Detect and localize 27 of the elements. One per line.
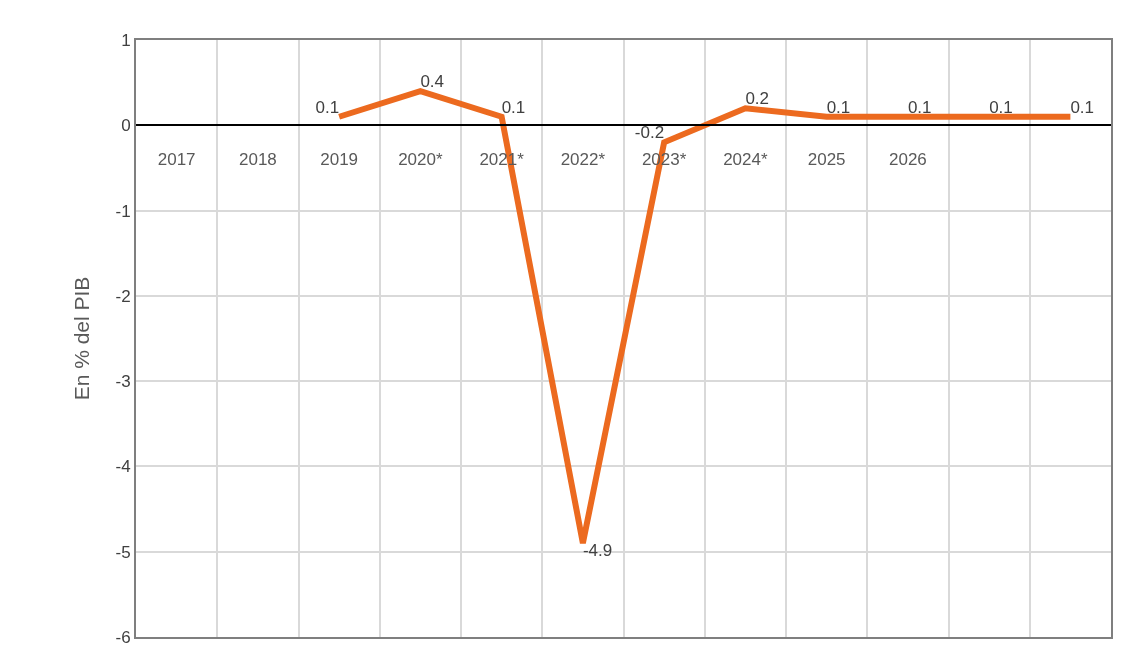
x-tick-label: 2019 <box>320 149 359 169</box>
x-tick-label: 2018 <box>238 149 277 169</box>
data-label: 0.1 <box>989 97 1013 117</box>
data-label: 0.1 <box>501 97 526 117</box>
y-tick-label: -2 <box>115 286 131 306</box>
x-tick-label: 2026 <box>888 149 927 169</box>
data-label: 0.4 <box>420 71 445 91</box>
x-tick-label: 2024* <box>723 149 768 169</box>
data-label: 0.1 <box>826 97 851 117</box>
data-label: 0.1 <box>1070 97 1095 117</box>
x-tick-label: 2017 <box>157 149 196 169</box>
data-label: 0.1 <box>907 97 932 117</box>
x-tick-label: 2020* <box>398 149 443 169</box>
y-axis-title: En % del PIB <box>70 276 94 401</box>
data-label: -0.2 <box>634 123 665 143</box>
y-tick-label: -5 <box>115 542 131 562</box>
data-label: 0.1 <box>315 97 340 117</box>
data-label: -4.9 <box>582 540 613 560</box>
data-label: 0.2 <box>745 88 770 108</box>
y-tick-label: -4 <box>115 457 131 477</box>
y-tick-label: 1 <box>121 30 131 50</box>
x-tick-label: 2022* <box>560 149 606 169</box>
y-tick-label: -6 <box>115 627 131 647</box>
x-tick-label: 2025 <box>807 149 846 169</box>
y-tick-label: 0 <box>121 116 131 136</box>
y-tick-label: -3 <box>115 372 131 392</box>
y-tick-label: -1 <box>115 201 131 221</box>
